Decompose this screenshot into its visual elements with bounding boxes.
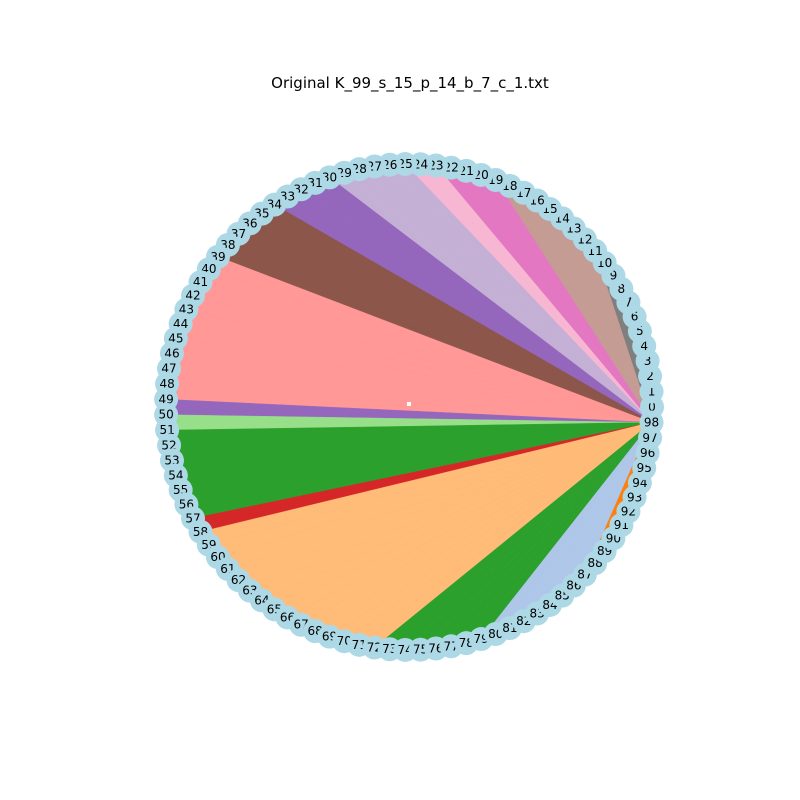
edge-line bbox=[555, 213, 652, 423]
node-label: 5 bbox=[636, 324, 644, 338]
node-layer: 0123456789101112131415161718192021222324… bbox=[154, 152, 664, 662]
node-label: 7 bbox=[625, 296, 633, 310]
edge-line bbox=[267, 421, 652, 606]
edge-line bbox=[530, 422, 652, 618]
node-label: 50 bbox=[158, 408, 173, 422]
node-label: 6 bbox=[631, 310, 639, 324]
edge-line bbox=[381, 165, 652, 423]
edge-line bbox=[443, 422, 652, 648]
edge-line bbox=[222, 421, 652, 564]
node-label: 24 bbox=[413, 157, 428, 171]
edge-line bbox=[321, 179, 652, 423]
edge-line bbox=[178, 330, 652, 423]
edge-line bbox=[204, 421, 652, 539]
node-label: 48 bbox=[159, 377, 174, 391]
node-label: 97 bbox=[642, 431, 657, 445]
edge-line bbox=[243, 421, 652, 586]
edge-line bbox=[293, 421, 652, 622]
edge-line bbox=[204, 275, 652, 423]
edge-line bbox=[351, 170, 652, 423]
edge-line bbox=[178, 421, 652, 484]
edge-line bbox=[412, 422, 652, 651]
edge-line bbox=[322, 421, 652, 635]
figure-title: Original K_99_s_15_p_14_b_7_c_1.txt bbox=[271, 74, 549, 93]
node-label: 3 bbox=[644, 354, 652, 368]
edge-line bbox=[473, 172, 652, 423]
edge-line bbox=[189, 421, 652, 512]
node-label: 8 bbox=[618, 282, 626, 296]
edge-fan bbox=[165, 256, 652, 423]
edge-fan bbox=[166, 421, 652, 519]
node-marker bbox=[639, 410, 664, 435]
edge-line bbox=[351, 422, 652, 644]
edge-fan bbox=[480, 422, 652, 640]
node-label: 98 bbox=[644, 415, 659, 429]
edge-fan bbox=[200, 421, 652, 650]
node-label: 1 bbox=[648, 385, 656, 399]
edge-line bbox=[473, 422, 652, 642]
node-label: 9 bbox=[610, 269, 618, 283]
node-label: 2 bbox=[646, 369, 654, 383]
edge-line bbox=[412, 163, 652, 423]
edge-line bbox=[443, 166, 652, 423]
edge-line bbox=[170, 421, 652, 454]
edge-line bbox=[502, 422, 652, 632]
edge-line bbox=[530, 196, 652, 423]
edge-line bbox=[381, 422, 652, 649]
node-label: 4 bbox=[640, 339, 648, 353]
edge-line bbox=[502, 182, 652, 423]
edge-line bbox=[166, 391, 652, 423]
node-label: 0 bbox=[648, 400, 656, 414]
center-marker bbox=[407, 402, 411, 406]
edge-line bbox=[267, 208, 652, 423]
edge-line bbox=[243, 228, 652, 423]
edge-line bbox=[170, 360, 652, 423]
node-label: 74 bbox=[398, 643, 413, 657]
edge-line bbox=[189, 302, 652, 423]
edge-layer bbox=[165, 163, 653, 651]
edge-line bbox=[555, 422, 652, 601]
edge-line bbox=[293, 192, 652, 423]
edge-line bbox=[222, 250, 652, 423]
node-label: 49 bbox=[158, 392, 173, 406]
edge-line bbox=[578, 233, 652, 423]
graph-node: 98 bbox=[639, 410, 664, 435]
